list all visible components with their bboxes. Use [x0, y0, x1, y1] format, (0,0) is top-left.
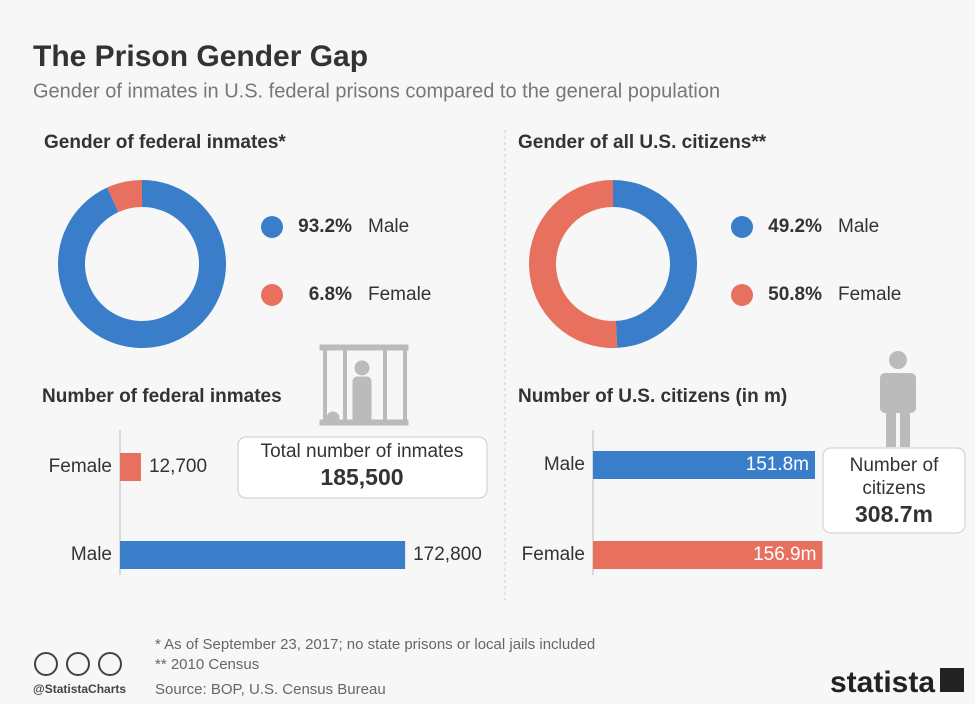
value-label: 93.2%: [298, 216, 352, 237]
bar: [120, 541, 406, 569]
title: The Prison Gender Gap: [33, 40, 368, 73]
annotation-text: 185,500: [320, 464, 403, 490]
legend-label: Male: [838, 216, 879, 237]
annotation-text: Number of: [850, 455, 939, 476]
legend-label: Female: [838, 284, 901, 305]
prison-icon: [319, 344, 409, 426]
brand: statista: [830, 666, 935, 699]
chart-title: Gender of federal inmates*: [44, 132, 286, 153]
annotation-box: [237, 436, 488, 499]
legend-label: Female: [368, 284, 431, 305]
footnote: * As of September 23, 2017; no state pri…: [155, 636, 595, 653]
handle: @StatistaCharts: [33, 682, 126, 696]
annotation-box: [822, 447, 966, 534]
legend-dot: [261, 284, 283, 306]
bar: [593, 451, 816, 479]
footnote: ** 2010 Census: [155, 656, 259, 673]
annotation-text: Total number of inmates: [261, 441, 464, 462]
legend-dot: [261, 216, 283, 238]
chart-title: Number of federal inmates: [42, 386, 282, 407]
source: Source: BOP, U.S. Census Bureau: [155, 681, 386, 698]
cc-icons: [34, 652, 122, 676]
category-label: Male: [71, 544, 112, 565]
annotation-text: 308.7m: [855, 501, 933, 527]
value-label: 156.9m: [753, 544, 816, 565]
donut-segment: [58, 180, 227, 348]
donut-segment: [528, 180, 618, 348]
annotation-text: citizens: [862, 478, 925, 499]
bar: [120, 453, 141, 481]
value-label: 12,700: [149, 456, 207, 477]
category-label: Male: [544, 454, 585, 475]
bar: [593, 541, 823, 569]
donut-segment: [613, 180, 697, 348]
subtitle: Gender of inmates in U.S. federal prison…: [33, 80, 720, 102]
value-label: 49.2%: [768, 216, 822, 237]
person-icon: [880, 351, 916, 447]
category-label: Female: [49, 456, 112, 477]
chart-title: Gender of all U.S. citizens**: [518, 132, 767, 153]
category-label: Female: [522, 544, 585, 565]
value-label: 172,800: [413, 544, 482, 565]
value-label: 6.8%: [309, 284, 352, 305]
legend-label: Male: [368, 216, 409, 237]
legend-dot: [731, 284, 753, 306]
donut-segment: [107, 180, 142, 213]
value-label: 151.8m: [746, 454, 809, 475]
value-label: 50.8%: [768, 284, 822, 305]
chart-title: Number of U.S. citizens (in m): [518, 386, 787, 407]
legend-dot: [731, 216, 753, 238]
brand-logo: [940, 668, 964, 692]
